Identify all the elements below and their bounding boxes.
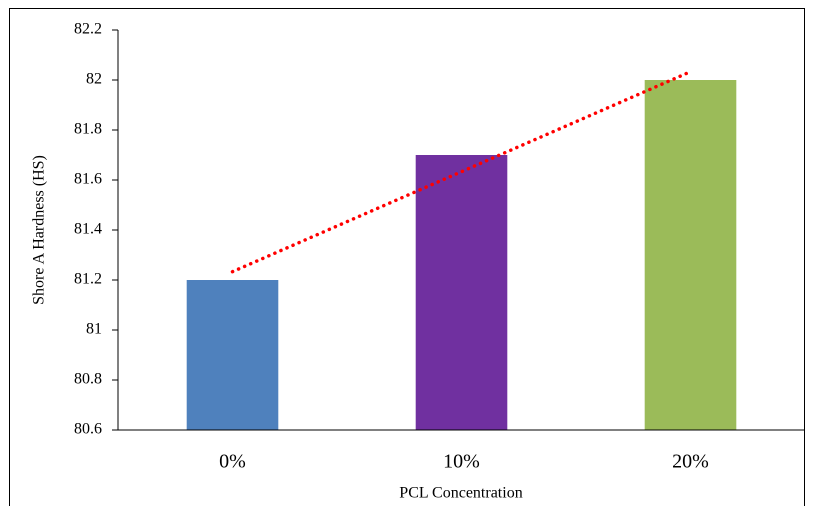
bar — [415, 155, 508, 430]
y-tick-label: 82 — [86, 71, 102, 88]
y-axis-title: Shore A Hardness (HS) — [31, 155, 48, 305]
y-tick-label: 81.8 — [74, 121, 102, 138]
x-axis-title: PCL Concentration — [399, 485, 522, 502]
bar — [186, 280, 279, 430]
x-tick-label: 10% — [443, 451, 480, 473]
bar — [644, 80, 737, 430]
y-tick-label: 82.2 — [74, 21, 102, 38]
y-tick-label: 80.8 — [74, 371, 102, 388]
trendline — [230, 69, 693, 274]
y-tick-label: 81 — [86, 321, 102, 338]
x-tick-label: 20% — [672, 451, 709, 473]
y-tick-label: 81.4 — [74, 221, 102, 238]
y-tick-label: 80.6 — [74, 421, 102, 438]
y-tick-label: 81.6 — [74, 171, 102, 188]
x-tick-label: 0% — [219, 451, 246, 473]
y-tick-label: 81.2 — [74, 271, 102, 288]
